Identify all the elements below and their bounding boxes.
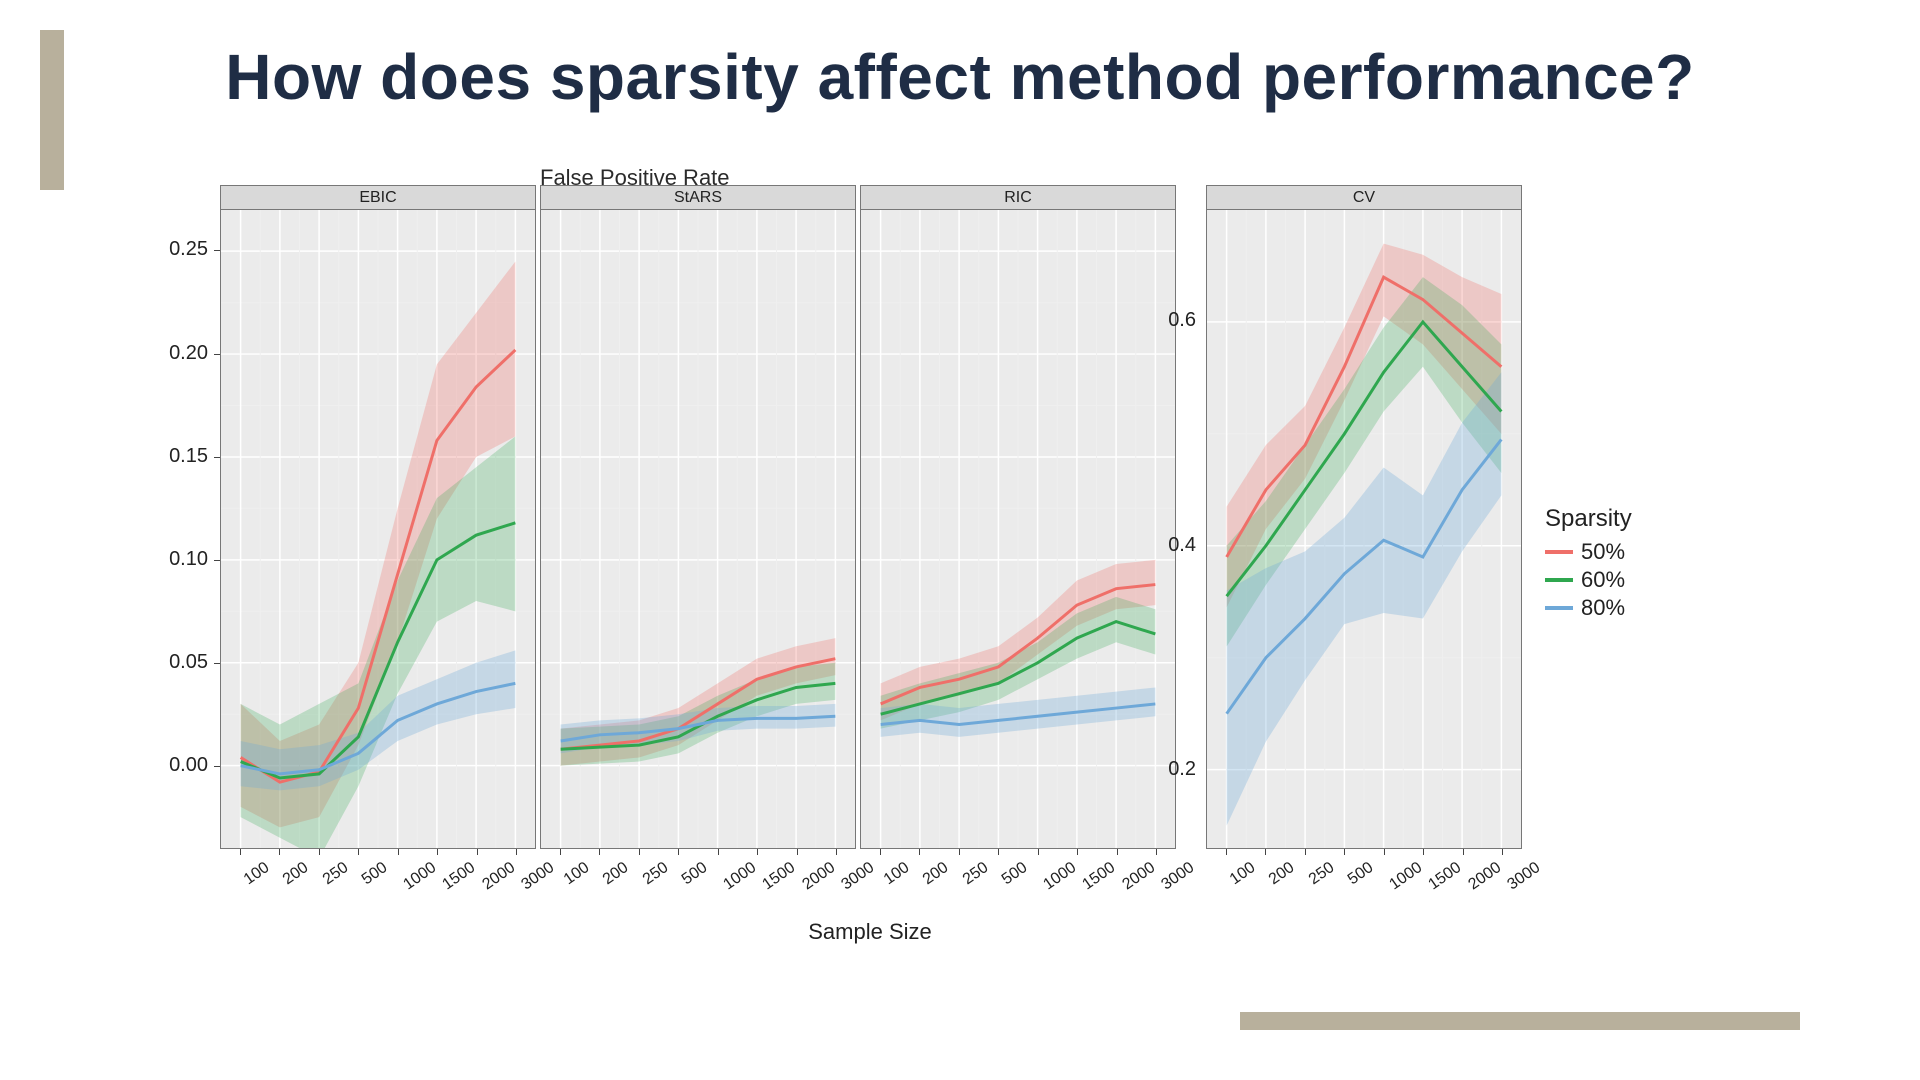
panel-ebic: EBIC [220,185,536,985]
panel-body [220,209,536,849]
panel-header: StARS [540,185,856,209]
panel-header: RIC [860,185,1176,209]
legend-item-80: 80% [1545,595,1632,621]
panel-header: EBIC [220,185,536,209]
ytick-label: 0.05 [148,651,208,674]
slide-stage: How does sparsity affect method performa… [0,0,1920,1080]
ytick-label: 0.25 [148,238,208,261]
legend-swatch [1545,578,1573,582]
panel-header: CV [1206,185,1522,209]
panel-cv: CV [1206,185,1522,985]
legend-swatch [1545,606,1573,610]
legend-label: 60% [1581,567,1625,593]
chart-panels: EBICStARSRIC CV [220,185,1520,985]
legend-item-60: 60% [1545,567,1632,593]
legend-label: 80% [1581,595,1625,621]
panel-body [1206,209,1522,849]
panel-body [540,209,856,849]
panel-stars: StARS [540,185,856,985]
slide-title: How does sparsity affect method performa… [0,40,1920,114]
ytick-label: 0.15 [148,445,208,468]
legend: Sparsity 50%60%80% [1545,505,1632,623]
ytick-label: 0.20 [148,342,208,365]
panel-body [860,209,1176,849]
ytick-label: 0.00 [148,754,208,777]
legend-swatch [1545,550,1573,554]
legend-label: 50% [1581,539,1625,565]
panel-ric: RIC [860,185,1176,985]
legend-title: Sparsity [1545,505,1632,533]
x-axis-label: Sample Size [220,919,1520,945]
accent-bar-bottom-right [1240,1012,1800,1030]
ytick-label: 0.10 [148,548,208,571]
legend-item-50: 50% [1545,539,1632,565]
